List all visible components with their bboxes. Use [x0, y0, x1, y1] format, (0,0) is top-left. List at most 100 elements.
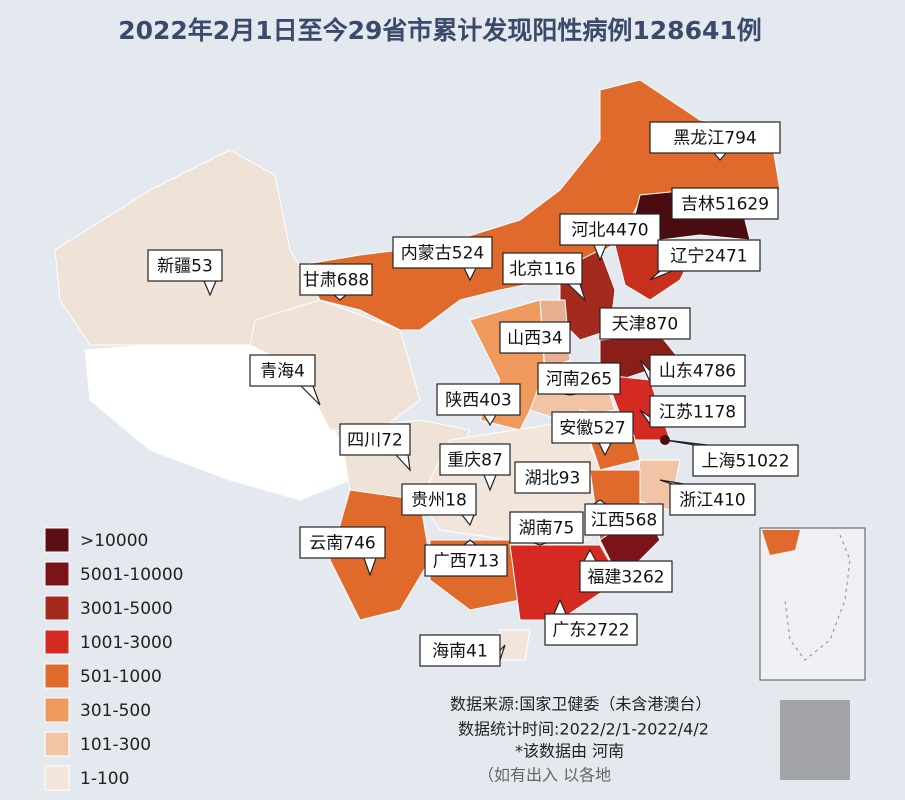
province-label: 青海4: [260, 362, 305, 382]
province-value: 746: [343, 534, 375, 554]
province-value: 403: [479, 391, 511, 411]
label-tail: [463, 539, 477, 546]
label-tail: [333, 294, 347, 301]
province-label: 贵州18: [411, 491, 467, 511]
legend-swatch: [44, 595, 70, 621]
province-value: 34: [541, 329, 563, 349]
province-name: 黑龙江: [673, 129, 724, 149]
label-box: [669, 483, 756, 516]
province-value: 51629: [715, 195, 769, 215]
label-box: [436, 383, 521, 416]
legend-label: 5001-10000: [80, 565, 183, 585]
province-value: 794: [724, 129, 756, 149]
province-label: 吉林51629: [681, 195, 769, 215]
label-box: [424, 544, 508, 577]
label-box: [537, 362, 621, 395]
legend-label: >10000: [80, 531, 148, 551]
legend-swatch: [44, 527, 70, 553]
footer-text: 数据统计时间:2022/2/1-2022/4/2: [458, 720, 709, 739]
province-value: 527: [593, 419, 625, 439]
province-label: 安徽527: [559, 419, 625, 439]
label-tail: [593, 244, 607, 262]
province-label: 河南265: [546, 370, 612, 390]
province-name: 河南: [546, 370, 580, 390]
legend-label: 301-500: [80, 701, 151, 721]
label-tail: [553, 598, 567, 615]
province-label: 江西568: [591, 511, 657, 531]
label-box: [514, 461, 591, 494]
province-name: 浙江: [679, 491, 713, 511]
label-box: [544, 613, 638, 646]
province-label: 福建3262: [587, 568, 664, 588]
label-tail: [583, 548, 597, 562]
legend-swatch: [44, 629, 70, 655]
label-tail: [300, 385, 321, 406]
province-value: 18: [445, 491, 467, 511]
footer-text: （如有出入 以各地: [478, 766, 611, 785]
label-box: [579, 560, 673, 593]
province-value: 524: [452, 244, 484, 264]
province-label: 内蒙古524: [401, 244, 484, 264]
label-box: [439, 443, 511, 476]
province-name: 山西: [507, 329, 541, 349]
province-name: 北京: [509, 260, 543, 280]
label-tail: [395, 454, 411, 472]
province-label: 湖南75: [519, 519, 575, 539]
label-box: [499, 321, 571, 354]
province-value: 870: [646, 315, 678, 335]
province-label: 天津870: [612, 315, 678, 335]
footer: 数据来源:国家卫健委（未含港澳台） 数据统计时间:2022/2/1-2022/4/…: [450, 695, 711, 785]
label-box: [671, 187, 779, 220]
province-name: 江苏: [659, 403, 693, 423]
label-box: [249, 354, 316, 387]
province-name: 甘肃: [303, 271, 337, 291]
label-tail: [363, 557, 377, 577]
province-value: 410: [713, 491, 745, 511]
label-box: [649, 354, 746, 387]
province-name: 天津: [612, 315, 646, 335]
province-name: 海南: [432, 642, 466, 662]
province-name: 辽宁: [670, 247, 704, 267]
province-label: 北京116: [509, 260, 575, 280]
label-tail: [649, 270, 673, 281]
province-value: 2471: [704, 247, 747, 267]
province-label: 河北4470: [571, 221, 648, 241]
label-tail: [664, 439, 708, 446]
province-name: 吉林: [681, 195, 715, 215]
province-name: 江西: [591, 511, 625, 531]
label-box: [599, 307, 691, 340]
province-value: 688: [337, 271, 369, 291]
province-value: 4470: [605, 221, 648, 241]
province-label: 云南746: [309, 534, 375, 554]
label-box: [502, 252, 583, 285]
province-labels: 黑龙江794 吉林51629 河北4470 辽宁2471 内蒙古524 北京116 甘肃68…: [147, 121, 799, 667]
legend-swatch: [44, 561, 70, 587]
legend-swatch: [44, 697, 70, 723]
label-tail: [598, 442, 612, 457]
province-value: 568: [625, 511, 657, 531]
province-label: 重庆87: [447, 451, 503, 471]
province-name: 内蒙古: [401, 244, 452, 264]
label-box: [299, 263, 373, 296]
label-box: [299, 526, 386, 559]
province-label: 黑龙江794: [673, 129, 756, 149]
label-box: [339, 423, 411, 456]
legend-swatch: [44, 765, 70, 791]
province-label: 四川72: [347, 431, 403, 451]
province-name: 广西: [433, 552, 467, 572]
province-name: 福建: [587, 568, 621, 588]
province-label: 新疆53: [157, 257, 213, 277]
legend-label: 501-1000: [80, 667, 162, 687]
title: 2022年2月1日至今29省市累计发现阳性病例128641例: [118, 16, 762, 45]
inset-land: [762, 530, 800, 555]
label-tail: [659, 479, 685, 485]
label-tail: [593, 499, 607, 505]
label-tail: [463, 267, 477, 282]
legend-swatch: [44, 663, 70, 689]
province-value: 51022: [735, 452, 789, 472]
province-label: 海南41: [432, 642, 488, 662]
label-box: [392, 236, 493, 269]
province-value: 41: [466, 642, 488, 662]
province-label: 上海51022: [701, 452, 789, 472]
